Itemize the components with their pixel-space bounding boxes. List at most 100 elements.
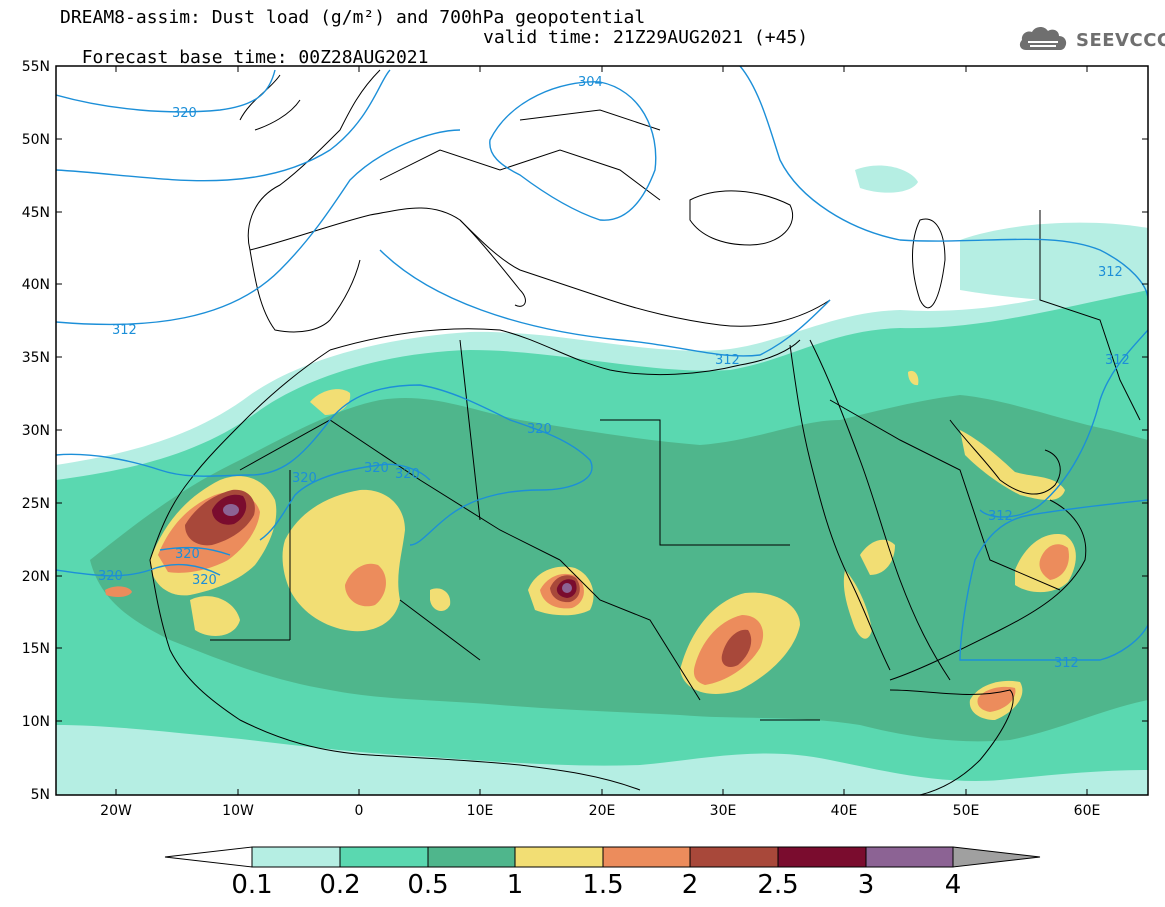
border-sahara-3: [459, 339, 790, 546]
lat-label: 20N: [22, 569, 50, 585]
contour-label: 320: [364, 461, 389, 476]
contour-label: 320: [527, 422, 552, 437]
lat-label: 55N: [22, 59, 50, 75]
contour-320-mali: [259, 463, 431, 541]
colorbar-label: 2.5: [757, 870, 798, 900]
contour-label: 320: [292, 471, 317, 486]
colorbar-swatch: [339, 846, 429, 868]
lat-label: 40N: [22, 277, 50, 293]
contour-312-med: [379, 249, 831, 357]
lat-label: 25N: [22, 496, 50, 512]
colorbar-label: 4: [945, 870, 962, 900]
colorbar-label: 2: [682, 870, 699, 900]
contour-320-north: [56, 69, 276, 113]
contour-312-iran: [979, 329, 1148, 518]
colorbar-labels: 0.1 0.2 0.5 1 1.5 2 2.5 3 4: [231, 870, 961, 900]
border-sahara-1: [239, 419, 561, 561]
lat-label: 5N: [31, 787, 50, 803]
dust-band-1-5-coast: [105, 586, 132, 597]
contour-label: 320: [98, 569, 123, 584]
longitude-axis: 20W 10W 0 10E 20E 30E 40E 50E 60E: [100, 66, 1100, 819]
dust-band-1-5-mali: [345, 563, 386, 607]
contour-label: 312: [715, 353, 740, 368]
dust-patch-caspian: [855, 165, 918, 193]
contour-312-north: [56, 129, 461, 326]
cloud-logo-icon: [1019, 26, 1067, 50]
border-arabia: [829, 399, 1061, 591]
latitude-axis: 55N 50N 45N 40N 35N 30N 25N 20N 15N 10N …: [22, 59, 1148, 803]
border-sahara-4: [559, 559, 820, 721]
coastlines: [149, 69, 1141, 795]
dust-band-1-iraq: [908, 370, 919, 386]
contour-label: 320: [175, 547, 200, 562]
coastline-italy: [459, 219, 526, 307]
lon-label: 50E: [953, 803, 980, 819]
colorbar-max-arrow: [952, 846, 1041, 868]
contour-label: 312: [988, 509, 1013, 524]
colorbar-swatch: [689, 846, 779, 868]
lon-label: 40E: [831, 803, 858, 819]
dust-field: [56, 165, 1148, 795]
colorbar-min-arrow: [164, 846, 253, 868]
lon-label: 0: [355, 803, 364, 819]
colorbar-label: 0.5: [407, 870, 448, 900]
coastline-arabia-south: [889, 499, 1087, 681]
lon-label: 10E: [467, 803, 494, 819]
colorbar-swatch: [865, 846, 954, 868]
coastline-persian-gulf: [949, 419, 1061, 495]
colorbar-swatch: [427, 846, 516, 868]
contour-320-west: [56, 546, 231, 577]
colorbar-swatch: [514, 846, 604, 868]
coastline-caspian: [912, 218, 946, 309]
lon-label: 20W: [100, 803, 132, 819]
coastline-black-sea: [689, 190, 793, 246]
lat-label: 35N: [22, 350, 50, 366]
geopotential-contours: [56, 66, 1148, 661]
dust-band-1-niger: [430, 588, 451, 612]
lat-label: 30N: [22, 423, 50, 439]
contour-label: 312: [112, 323, 137, 338]
dust-band-3-chad: [562, 583, 572, 593]
lon-label: 20E: [589, 803, 616, 819]
map-title: DREAM8-assim: Dust load (g/m²) and 700hP…: [60, 7, 646, 28]
coastline-red-sea-east: [809, 339, 951, 681]
contour-label: 320: [395, 467, 420, 482]
lon-label: 10W: [222, 803, 254, 819]
logo-text: SEEVCCC: [1076, 30, 1165, 51]
dust-band-0-5: [90, 395, 1148, 742]
coastline-red-sea-west: [789, 344, 891, 671]
lon-label: 60E: [1074, 803, 1101, 819]
contour-312-south: [959, 499, 1148, 661]
coastline-west-africa: [149, 349, 641, 791]
contour-320-atlantic: [56, 69, 391, 182]
contour-label: 312: [1054, 656, 1079, 671]
dust-band-1-gulf: [960, 430, 1065, 500]
seevccc-logo: SEEVCCC: [1018, 22, 1165, 58]
lat-label: 45N: [22, 205, 50, 221]
contour-labels: 320 304 312 312 312 312 320 320 320 320 …: [98, 75, 1130, 671]
lat-label: 50N: [22, 132, 50, 148]
dust-band-1-redsea: [843, 570, 872, 639]
lat-label: 15N: [22, 641, 50, 657]
lon-label: 30E: [710, 803, 737, 819]
border-europe: [379, 109, 661, 201]
contour-320-sahara: [56, 384, 593, 546]
border-iran: [1039, 210, 1141, 421]
dust-band-1-5-oman: [1039, 544, 1069, 580]
colorbar-swatch: [602, 846, 691, 868]
dust-band-1-arabia: [860, 539, 895, 575]
coastline-europe-south: [249, 207, 831, 327]
contour-label: 304: [578, 75, 603, 90]
colorbar-label: 1.5: [582, 870, 623, 900]
dust-band-0-1-north: [960, 222, 1148, 302]
dust-band-2-sudan: [721, 629, 752, 667]
contour-label: 312: [1098, 265, 1123, 280]
colorbar-label: 0.2: [319, 870, 360, 900]
contour-label: 320: [192, 573, 217, 588]
dust-band-3-west: [223, 504, 239, 516]
colorbar-label: 3: [858, 870, 875, 900]
forecast-base-time: Forecast base time: 00Z28AUG2021: [81, 47, 429, 68]
colorbar-label: 0.1: [231, 870, 272, 900]
colorbar-label: 1: [507, 870, 524, 900]
